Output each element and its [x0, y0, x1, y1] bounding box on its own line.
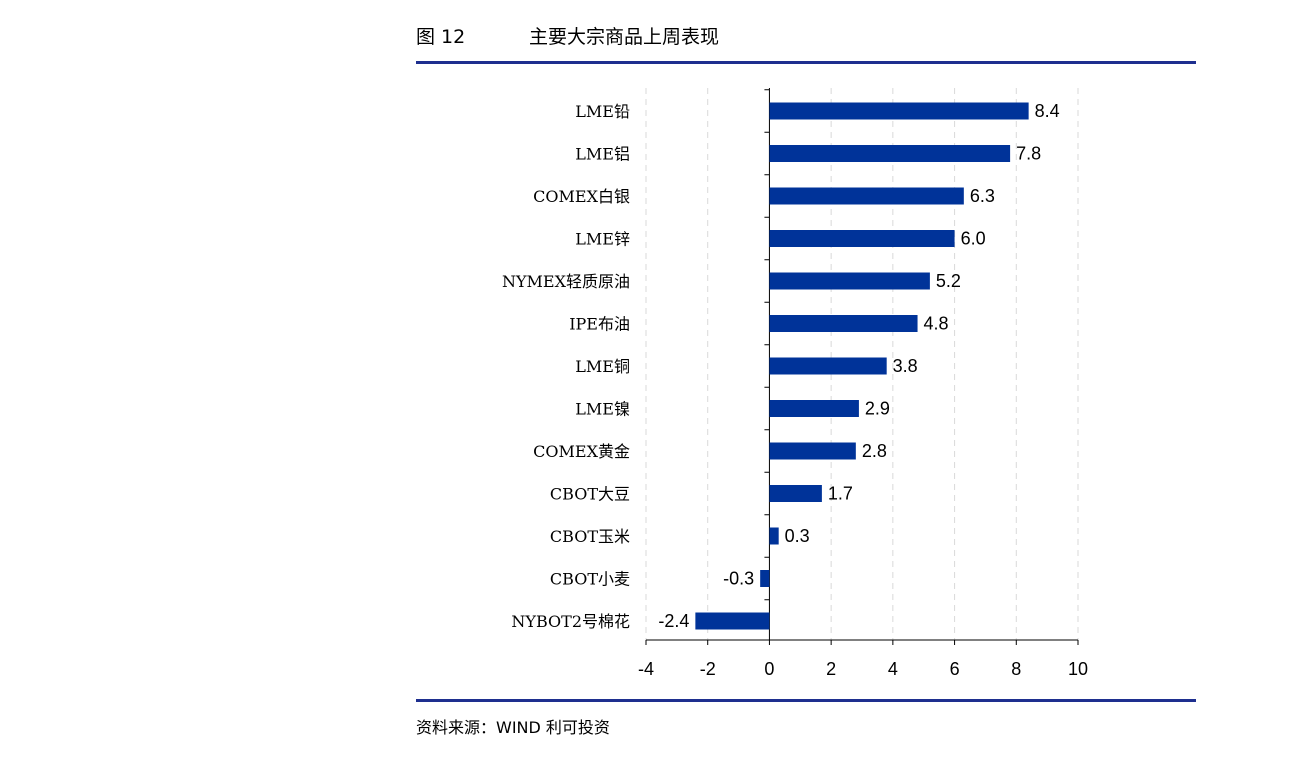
source-note: 资料来源：WIND 利可投资: [416, 718, 610, 737]
data-label: 3.8: [893, 356, 918, 376]
x-tick-label: 8: [1011, 659, 1021, 679]
bar: [760, 570, 770, 587]
category-label: CBOT大豆: [550, 485, 630, 504]
category-label: LME镍: [575, 400, 630, 419]
category-label: NYBOT2号棉花: [511, 612, 630, 631]
category-label: LME铅: [575, 102, 630, 121]
category-label: CBOT小麦: [550, 570, 630, 589]
category-label: LME铜: [575, 357, 630, 376]
figure-header: 图 12 主要大宗商品上周表现: [416, 22, 1196, 52]
x-tick-label: 0: [764, 659, 774, 679]
figure-title: 主要大宗商品上周表现: [529, 26, 720, 48]
bar: [769, 315, 918, 332]
data-label: 7.8: [1016, 144, 1041, 164]
data-label: 2.9: [865, 399, 890, 419]
bar: [695, 612, 770, 630]
labels: 8.4 LME铅 7.8 LME铝 6.3 COMEX白银 6.0 LME锌 5.2 NYMEX轻…: [502, 101, 1060, 631]
bars: [695, 102, 1029, 630]
data-label: 2.8: [862, 441, 887, 461]
bar: [769, 230, 955, 247]
data-label: -0.3: [723, 569, 754, 589]
category-label: LME锌: [575, 230, 630, 249]
x-tick-label: -4: [638, 659, 654, 679]
bar: [769, 485, 822, 502]
bottom-rule: [416, 699, 1196, 702]
x-tick-label: 4: [888, 659, 898, 679]
axes: -4 -2 0 2 4 6 8 10: [638, 88, 1088, 679]
data-label: 1.7: [828, 484, 853, 504]
category-label: CBOT玉米: [550, 527, 630, 546]
x-tick-label: 2: [826, 659, 836, 679]
bar: [769, 527, 779, 545]
data-label: 0.3: [785, 526, 810, 546]
bar: [769, 272, 930, 290]
bar: [769, 145, 1011, 162]
bar: [769, 357, 887, 375]
data-label: 4.8: [924, 314, 949, 334]
figure-number: 图 12: [416, 26, 466, 48]
category-label: NYMEX轻质原油: [502, 272, 630, 291]
bar: [769, 400, 859, 417]
top-rule: [416, 61, 1196, 64]
bar: [769, 442, 856, 460]
data-label: 6.3: [970, 186, 995, 206]
category-label: COMEX黄金: [533, 442, 630, 461]
x-tick-label: 6: [950, 659, 960, 679]
bar: [769, 187, 964, 205]
category-label: IPE布油: [569, 315, 630, 334]
category-label: COMEX白银: [533, 187, 630, 206]
data-label: 6.0: [961, 229, 986, 249]
bar: [769, 102, 1029, 120]
data-label: -2.4: [658, 611, 689, 631]
category-label: LME铝: [575, 145, 630, 164]
x-tick-label: -2: [700, 659, 716, 679]
data-label: 8.4: [1035, 101, 1060, 121]
x-tick-label: 10: [1068, 659, 1088, 679]
data-label: 5.2: [936, 271, 961, 291]
